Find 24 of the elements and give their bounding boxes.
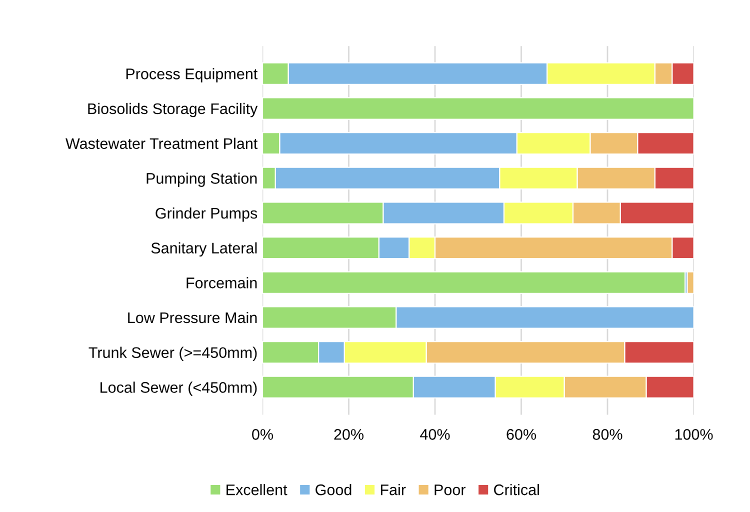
y-tick-label: Forcemain — [186, 277, 257, 288]
legend-label: Critical — [494, 484, 539, 496]
y-tick-label: Low Pressure Main — [128, 312, 257, 324]
legend-label: Excellent — [226, 484, 288, 496]
y-tick-label: Local Sewer (<450mm) — [100, 382, 257, 396]
y-tick-label: Process Equipment — [126, 68, 258, 82]
y-tick-label: Pumping Station — [146, 172, 257, 187]
legend-label: Good — [316, 484, 352, 496]
x-tick-label: 60% — [506, 429, 536, 440]
y-tick-label: Grinder Pumps — [156, 207, 258, 222]
x-tick-label: 0% — [252, 429, 273, 440]
bar — [262, 97, 694, 120]
x-tick-label: 20% — [334, 429, 364, 440]
y-tick-label: Sanitary Lateral — [151, 242, 257, 257]
bar — [686, 271, 694, 294]
legend-label: Fair — [380, 484, 406, 496]
y-tick-label: Biosolids Storage Facility — [88, 102, 258, 118]
y-tick-label: Wastewater Treatment Plant — [66, 138, 258, 149]
x-tick-label: 100% — [675, 429, 713, 440]
bar — [262, 271, 686, 294]
x-tick-label: 80% — [592, 429, 622, 440]
y-tick-label: Trunk Sewer (>=450mm) — [88, 346, 257, 362]
legend-label: Poor — [434, 484, 466, 496]
x-tick-label: 40% — [420, 429, 450, 440]
